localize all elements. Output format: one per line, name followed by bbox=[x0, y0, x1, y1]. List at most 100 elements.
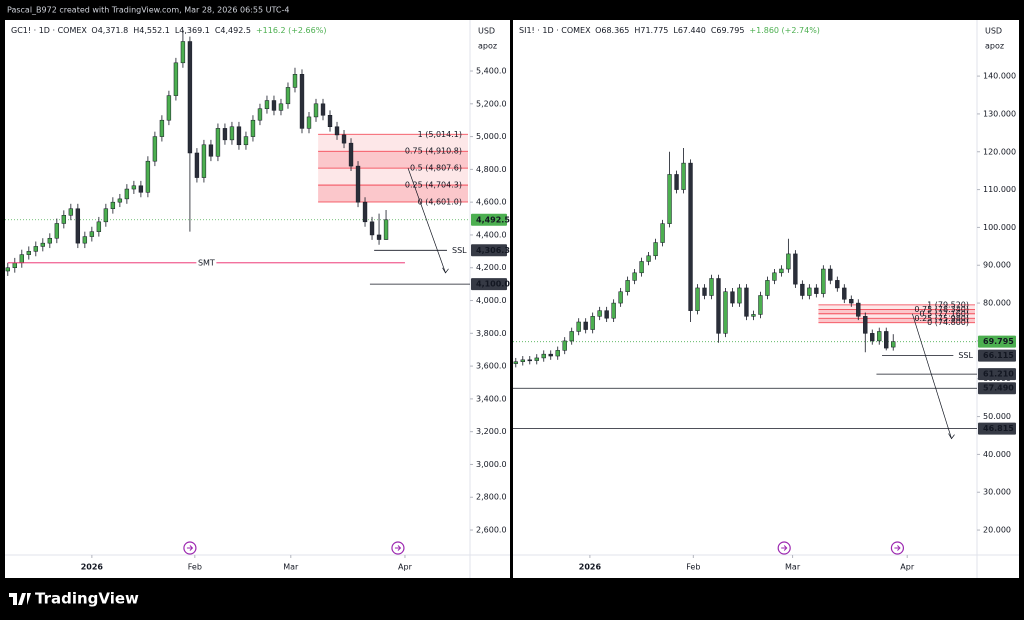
legend-item: C69.795 bbox=[711, 26, 745, 35]
candle-body bbox=[236, 126, 242, 146]
candle-body bbox=[618, 291, 623, 304]
price-line-text: SMT bbox=[198, 258, 215, 267]
current-price-box bbox=[471, 213, 507, 226]
candle-body bbox=[103, 208, 109, 223]
y-tick-label: 4,800.0 bbox=[476, 165, 507, 174]
y-tick-label: 4,400.0 bbox=[476, 230, 507, 239]
current-price-label: 4,492.5 bbox=[476, 215, 510, 224]
price-label: 57.490 bbox=[983, 384, 1014, 393]
y-tick-label: 3,200.0 bbox=[476, 427, 507, 436]
x-tick-label: 2026 bbox=[81, 563, 104, 572]
candle-body bbox=[47, 237, 53, 244]
y-tick-label: 2,800.0 bbox=[476, 493, 507, 502]
event-icon[interactable] bbox=[183, 541, 197, 555]
y-tick-label: 120.000 bbox=[983, 147, 1016, 156]
candle-body bbox=[555, 350, 560, 357]
legend-item: H4,552.1 bbox=[133, 26, 170, 35]
candle-body bbox=[299, 74, 305, 129]
candle-body bbox=[159, 119, 165, 137]
candle-body bbox=[180, 41, 186, 64]
candle-body bbox=[278, 103, 284, 111]
candle-body bbox=[569, 331, 574, 342]
fib-zone bbox=[818, 309, 975, 314]
candle-body bbox=[187, 41, 193, 154]
event-icon[interactable] bbox=[391, 541, 405, 555]
legend-item: O4,371.8 bbox=[91, 26, 128, 35]
price-label-box bbox=[978, 422, 1016, 435]
candle-body bbox=[681, 162, 686, 190]
candle-body bbox=[814, 287, 819, 294]
y-tick-label: 50.000 bbox=[983, 412, 1011, 421]
candle-body bbox=[835, 280, 840, 289]
x-tick-label: 2026 bbox=[579, 563, 602, 572]
price-line-text: SSL bbox=[452, 246, 467, 255]
candle-body bbox=[243, 136, 249, 146]
candle-body bbox=[306, 116, 312, 129]
candle-body bbox=[856, 302, 861, 317]
symbol-legend: SI1! · 1D · COMEX O68.365 H71.775 L67.440 C6… bbox=[519, 26, 820, 35]
candle-body bbox=[75, 208, 81, 244]
candle-body bbox=[807, 287, 812, 296]
fib-label: 1 (5,014.1) bbox=[418, 130, 462, 139]
x-tick-label: Mar bbox=[283, 563, 299, 572]
candle-body bbox=[821, 268, 826, 294]
candle-body bbox=[765, 280, 770, 296]
candle-body bbox=[534, 357, 539, 361]
price-label-box bbox=[978, 349, 1016, 362]
candle-body bbox=[348, 142, 354, 167]
y-tick-label: 130.000 bbox=[983, 109, 1016, 118]
candle-body bbox=[646, 255, 651, 262]
price-label: 46.815 bbox=[983, 424, 1014, 433]
arrow-head bbox=[442, 267, 449, 274]
logo-mark bbox=[9, 593, 31, 605]
event-icon[interactable] bbox=[890, 541, 905, 555]
legend-item: H71.775 bbox=[634, 26, 668, 35]
event-icon-arrow bbox=[186, 545, 194, 551]
candle-body bbox=[117, 198, 123, 203]
y-tick-label: 3,000.0 bbox=[476, 460, 507, 469]
candle-body bbox=[716, 278, 721, 334]
candle-body bbox=[362, 201, 368, 223]
price-label: 4,306.3 bbox=[476, 246, 510, 255]
price-label-box bbox=[471, 244, 507, 257]
fib-label: 0.5 (4,807.6) bbox=[410, 164, 462, 173]
candle-body bbox=[110, 201, 116, 209]
arrow-head bbox=[948, 433, 955, 440]
scale-mode: apoz bbox=[985, 42, 1004, 51]
candle-body bbox=[758, 295, 763, 315]
x-tick-label: Apr bbox=[398, 563, 413, 572]
candle-body bbox=[730, 291, 735, 304]
candle-body bbox=[334, 126, 340, 136]
candle-body bbox=[82, 236, 88, 244]
candle-body bbox=[369, 221, 375, 236]
candle-body bbox=[583, 321, 588, 330]
candle-body bbox=[12, 262, 17, 268]
candle-body bbox=[40, 242, 46, 247]
x-tick-label: Feb bbox=[188, 563, 202, 572]
candle-body bbox=[611, 302, 616, 319]
candle-body bbox=[327, 115, 333, 128]
fib-zone bbox=[818, 304, 975, 310]
candle-body bbox=[19, 254, 24, 264]
candle-body bbox=[26, 251, 31, 255]
event-icon[interactable] bbox=[777, 541, 791, 555]
y-tick-label: 40.000 bbox=[983, 450, 1011, 459]
projection-arrow bbox=[407, 168, 446, 273]
candle-body bbox=[320, 103, 326, 116]
candle-body bbox=[688, 162, 693, 311]
fib-zone bbox=[818, 313, 975, 319]
candle-body bbox=[779, 268, 784, 274]
event-icon-arrow bbox=[894, 545, 901, 551]
candle-body bbox=[527, 359, 532, 362]
candle-body bbox=[61, 215, 67, 224]
candle-body bbox=[674, 174, 679, 190]
candle-body bbox=[891, 341, 896, 348]
fib-label: 0.25 (4,704.3) bbox=[405, 181, 462, 190]
scale-mode: apoz bbox=[478, 42, 497, 51]
price-label: 4,100.0 bbox=[476, 280, 510, 289]
panel-background bbox=[513, 20, 1019, 578]
candle-body bbox=[660, 223, 665, 243]
candle-body bbox=[576, 321, 581, 332]
candle-body bbox=[653, 242, 658, 257]
